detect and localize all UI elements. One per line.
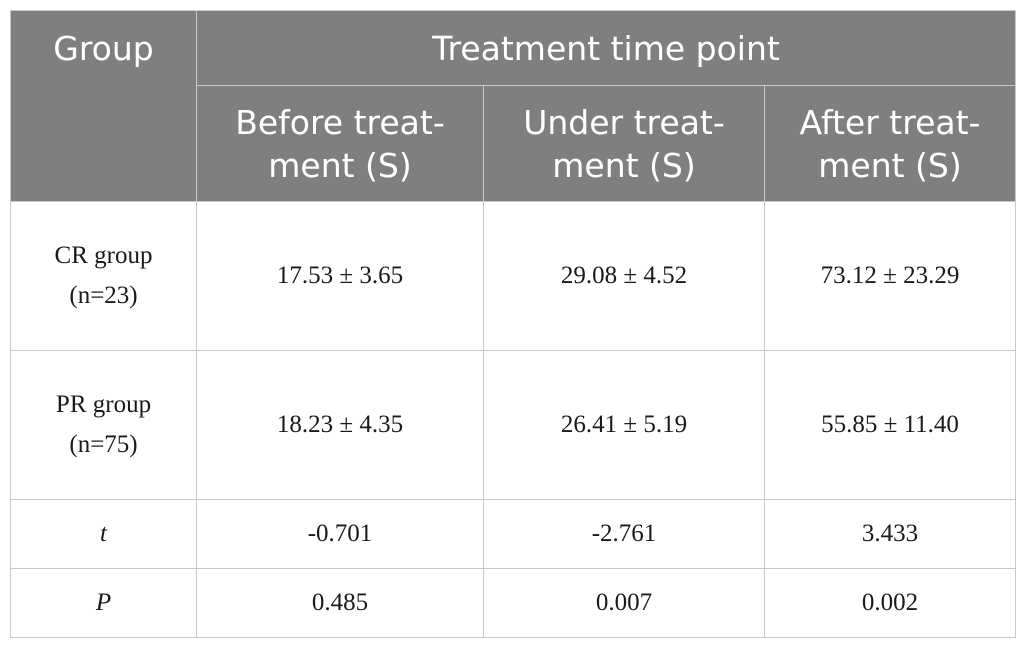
- cell-pr-under: 26.41 ± 5.19: [483, 350, 765, 500]
- row-label-cr: CR group (n=23): [10, 201, 197, 351]
- column-header-under: Under treat-ment (S): [483, 85, 765, 202]
- table-row-t: t -0.701 -2.761 3.433: [10, 499, 1017, 569]
- cell-pr-before: 18.23 ± 4.35: [196, 350, 484, 500]
- cell-t-before: -0.701: [196, 499, 484, 569]
- cell-t-under: -2.761: [483, 499, 765, 569]
- column-header-before: Before treat-ment (S): [196, 85, 484, 202]
- header-row-top: Group Treatment time point: [10, 10, 1017, 202]
- cell-cr-under: 29.08 ± 4.52: [483, 201, 765, 351]
- results-table: Group Treatment time point Before treat-…: [10, 10, 1017, 638]
- cell-p-under: 0.007: [483, 568, 765, 638]
- cell-pr-after: 55.85 ± 11.40: [763, 350, 1017, 500]
- table-row-cr: CR group (n=23) 17.53 ± 3.65 29.08 ± 4.5…: [10, 201, 1017, 351]
- time-point-header: Treatment time point: [195, 10, 1017, 86]
- cell-p-before: 0.485: [196, 568, 484, 638]
- column-header-after: After treat-ment (S): [763, 85, 1017, 202]
- table-row-pr: PR group (n=75) 18.23 ± 4.35 26.41 ± 5.1…: [10, 350, 1017, 500]
- group-column-header: Group: [10, 10, 197, 202]
- cell-cr-after: 73.12 ± 23.29: [763, 201, 1017, 351]
- row-label-pr: PR group (n=75): [10, 350, 197, 500]
- cell-p-after: 0.002: [763, 568, 1017, 638]
- row-label-t: t: [10, 499, 197, 569]
- header-row-sub: Before treat-ment (S) Under treat-ment (…: [11, 85, 1017, 202]
- row-label-p: P: [10, 568, 197, 638]
- table-row-p: P 0.485 0.007 0.002: [10, 568, 1017, 638]
- cell-cr-before: 17.53 ± 3.65: [196, 201, 484, 351]
- cell-t-after: 3.433: [763, 499, 1017, 569]
